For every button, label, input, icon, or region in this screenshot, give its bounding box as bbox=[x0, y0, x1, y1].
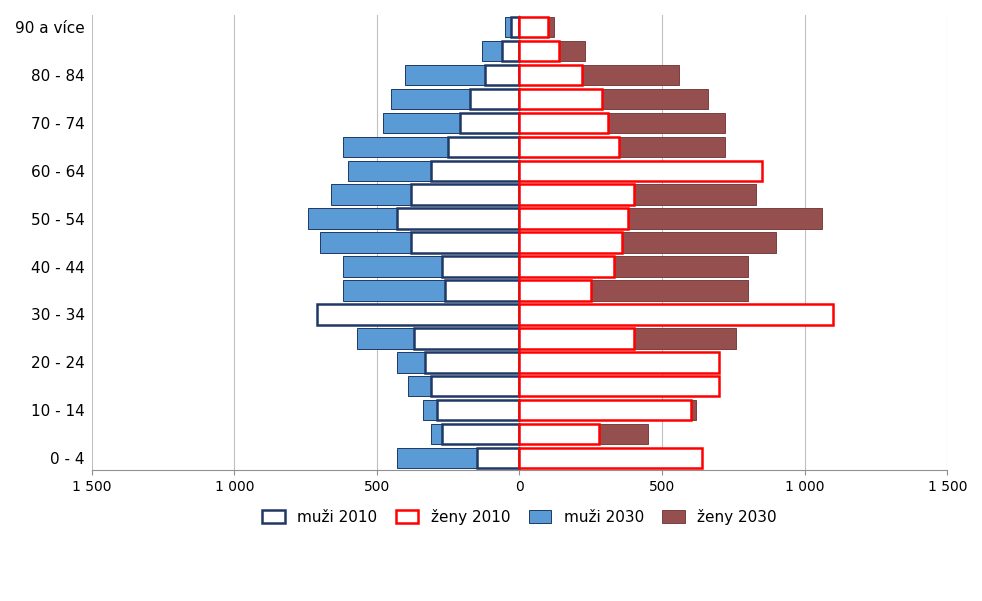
Bar bbox=[443, 424, 519, 444]
Bar bbox=[343, 280, 519, 300]
Bar bbox=[343, 136, 519, 157]
Bar bbox=[519, 400, 696, 421]
Bar bbox=[519, 424, 599, 444]
Bar bbox=[317, 304, 519, 325]
Bar bbox=[519, 65, 680, 85]
Bar bbox=[519, 65, 582, 85]
Bar bbox=[397, 209, 519, 229]
Bar bbox=[476, 448, 519, 468]
Bar bbox=[519, 17, 554, 37]
Bar bbox=[519, 257, 614, 276]
Bar bbox=[519, 136, 620, 157]
Bar bbox=[519, 209, 822, 229]
Bar bbox=[519, 448, 696, 468]
Bar bbox=[519, 376, 711, 397]
Bar bbox=[519, 185, 633, 205]
Bar bbox=[519, 304, 833, 325]
Bar bbox=[519, 160, 722, 181]
Bar bbox=[411, 185, 519, 205]
Bar bbox=[397, 352, 519, 373]
Bar bbox=[519, 352, 719, 373]
Bar bbox=[519, 328, 736, 349]
Bar bbox=[519, 328, 633, 349]
Bar bbox=[409, 376, 519, 397]
Bar bbox=[308, 209, 519, 229]
Bar bbox=[519, 112, 725, 133]
Bar bbox=[519, 233, 776, 253]
Bar bbox=[431, 424, 519, 444]
Bar bbox=[519, 17, 548, 37]
Bar bbox=[482, 41, 519, 61]
Bar bbox=[519, 41, 585, 61]
Bar bbox=[505, 17, 519, 37]
Bar bbox=[519, 376, 719, 397]
Bar bbox=[356, 328, 519, 349]
Bar bbox=[519, 233, 623, 253]
Bar bbox=[448, 136, 519, 157]
Bar bbox=[519, 136, 725, 157]
Bar bbox=[485, 65, 519, 85]
Bar bbox=[519, 448, 702, 468]
Bar bbox=[425, 352, 519, 373]
Bar bbox=[519, 41, 560, 61]
Bar bbox=[519, 400, 690, 421]
Bar bbox=[519, 424, 648, 444]
Bar bbox=[343, 257, 519, 276]
Bar bbox=[519, 280, 591, 300]
Bar bbox=[349, 160, 519, 181]
Bar bbox=[391, 89, 519, 109]
Bar bbox=[519, 185, 756, 205]
Bar bbox=[519, 280, 747, 300]
Bar bbox=[460, 112, 519, 133]
Bar bbox=[503, 41, 519, 61]
Bar bbox=[519, 257, 747, 276]
Bar bbox=[443, 257, 519, 276]
Bar bbox=[511, 17, 519, 37]
Bar bbox=[326, 304, 519, 325]
Bar bbox=[422, 400, 519, 421]
Bar bbox=[431, 160, 519, 181]
Bar bbox=[519, 160, 762, 181]
Bar bbox=[431, 376, 519, 397]
Bar bbox=[519, 89, 602, 109]
Bar bbox=[383, 112, 519, 133]
Bar bbox=[519, 112, 608, 133]
Bar bbox=[397, 448, 519, 468]
Bar bbox=[414, 328, 519, 349]
Bar bbox=[519, 89, 708, 109]
Bar bbox=[437, 400, 519, 421]
Bar bbox=[519, 209, 627, 229]
Bar bbox=[406, 65, 519, 85]
Bar bbox=[331, 185, 519, 205]
Bar bbox=[320, 233, 519, 253]
Bar bbox=[519, 304, 776, 325]
Bar bbox=[469, 89, 519, 109]
Bar bbox=[411, 233, 519, 253]
Bar bbox=[519, 352, 719, 373]
Bar bbox=[445, 280, 519, 300]
Legend: muži 2010, ženy 2010, muži 2030, ženy 2030: muži 2010, ženy 2010, muži 2030, ženy 20… bbox=[256, 502, 783, 531]
